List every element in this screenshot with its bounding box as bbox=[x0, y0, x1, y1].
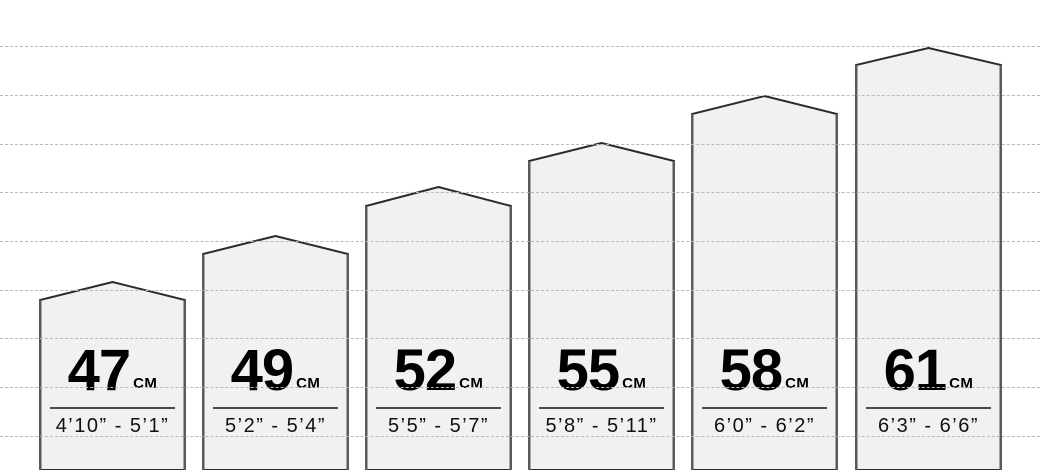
bar-shape bbox=[691, 95, 838, 470]
size-bar[interactable]: 55 CM 5’8” - 5’11” bbox=[528, 142, 675, 470]
height-range-label: 4’10” - 5’1” bbox=[55, 415, 170, 437]
size-number: 47 bbox=[67, 338, 132, 403]
label-divider bbox=[702, 407, 827, 409]
size-bar[interactable]: 49 CM 5’2” - 5’4” bbox=[202, 235, 349, 470]
size-number: 52 bbox=[393, 338, 458, 403]
bar-shape bbox=[365, 186, 512, 470]
bar-shape bbox=[855, 47, 1002, 470]
bar-label-block: 49 CM 5’2” - 5’4” bbox=[202, 342, 349, 470]
size-unit-label: CM bbox=[459, 375, 484, 392]
size-value-row: 61 CM bbox=[855, 342, 1002, 400]
height-range-label: 6’3” - 6’6” bbox=[878, 415, 979, 437]
size-unit-label: CM bbox=[949, 375, 974, 392]
size-unit-label: CM bbox=[133, 375, 158, 392]
label-divider bbox=[539, 407, 664, 409]
size-value-row: 52 CM bbox=[365, 342, 512, 400]
height-range-label: 6’0” - 6’2” bbox=[714, 415, 815, 437]
height-range-label: 5’2” - 5’4” bbox=[225, 415, 326, 437]
bar-label-block: 61 CM 6’3” - 6’6” bbox=[855, 342, 1002, 470]
height-range-label: 5’8” - 5’11” bbox=[545, 415, 658, 437]
size-value-row: 47 CM bbox=[39, 342, 186, 400]
size-number: 49 bbox=[230, 338, 295, 403]
size-bar[interactable]: 61 CM 6’3” - 6’6” bbox=[855, 47, 1002, 470]
label-divider bbox=[50, 407, 175, 409]
size-bar[interactable]: 47 CM 4’10” - 5’1” bbox=[39, 281, 186, 470]
size-bar[interactable]: 58 CM 6’0” - 6’2” bbox=[691, 95, 838, 470]
label-divider bbox=[213, 407, 338, 409]
size-value-row: 49 CM bbox=[202, 342, 349, 400]
height-range-label: 5’5” - 5’7” bbox=[388, 415, 489, 437]
size-unit-label: CM bbox=[622, 375, 647, 392]
size-number: 58 bbox=[719, 338, 784, 403]
size-bar[interactable]: 52 CM 5’5” - 5’7” bbox=[365, 186, 512, 470]
size-number: 61 bbox=[883, 338, 948, 403]
bar-shape bbox=[39, 281, 186, 470]
size-value-row: 58 CM bbox=[691, 342, 838, 400]
size-value-row: 55 CM bbox=[528, 342, 675, 400]
label-divider bbox=[866, 407, 991, 409]
bar-label-block: 52 CM 5’5” - 5’7” bbox=[365, 342, 512, 470]
bar-label-block: 47 CM 4’10” - 5’1” bbox=[39, 342, 186, 470]
bar-shape bbox=[528, 142, 675, 470]
bar-label-block: 58 CM 6’0” - 6’2” bbox=[691, 342, 838, 470]
bar-label-block: 55 CM 5’8” - 5’11” bbox=[528, 342, 675, 470]
size-unit-label: CM bbox=[785, 375, 810, 392]
label-divider bbox=[376, 407, 501, 409]
size-unit-label: CM bbox=[296, 375, 321, 392]
size-number: 55 bbox=[556, 338, 621, 403]
